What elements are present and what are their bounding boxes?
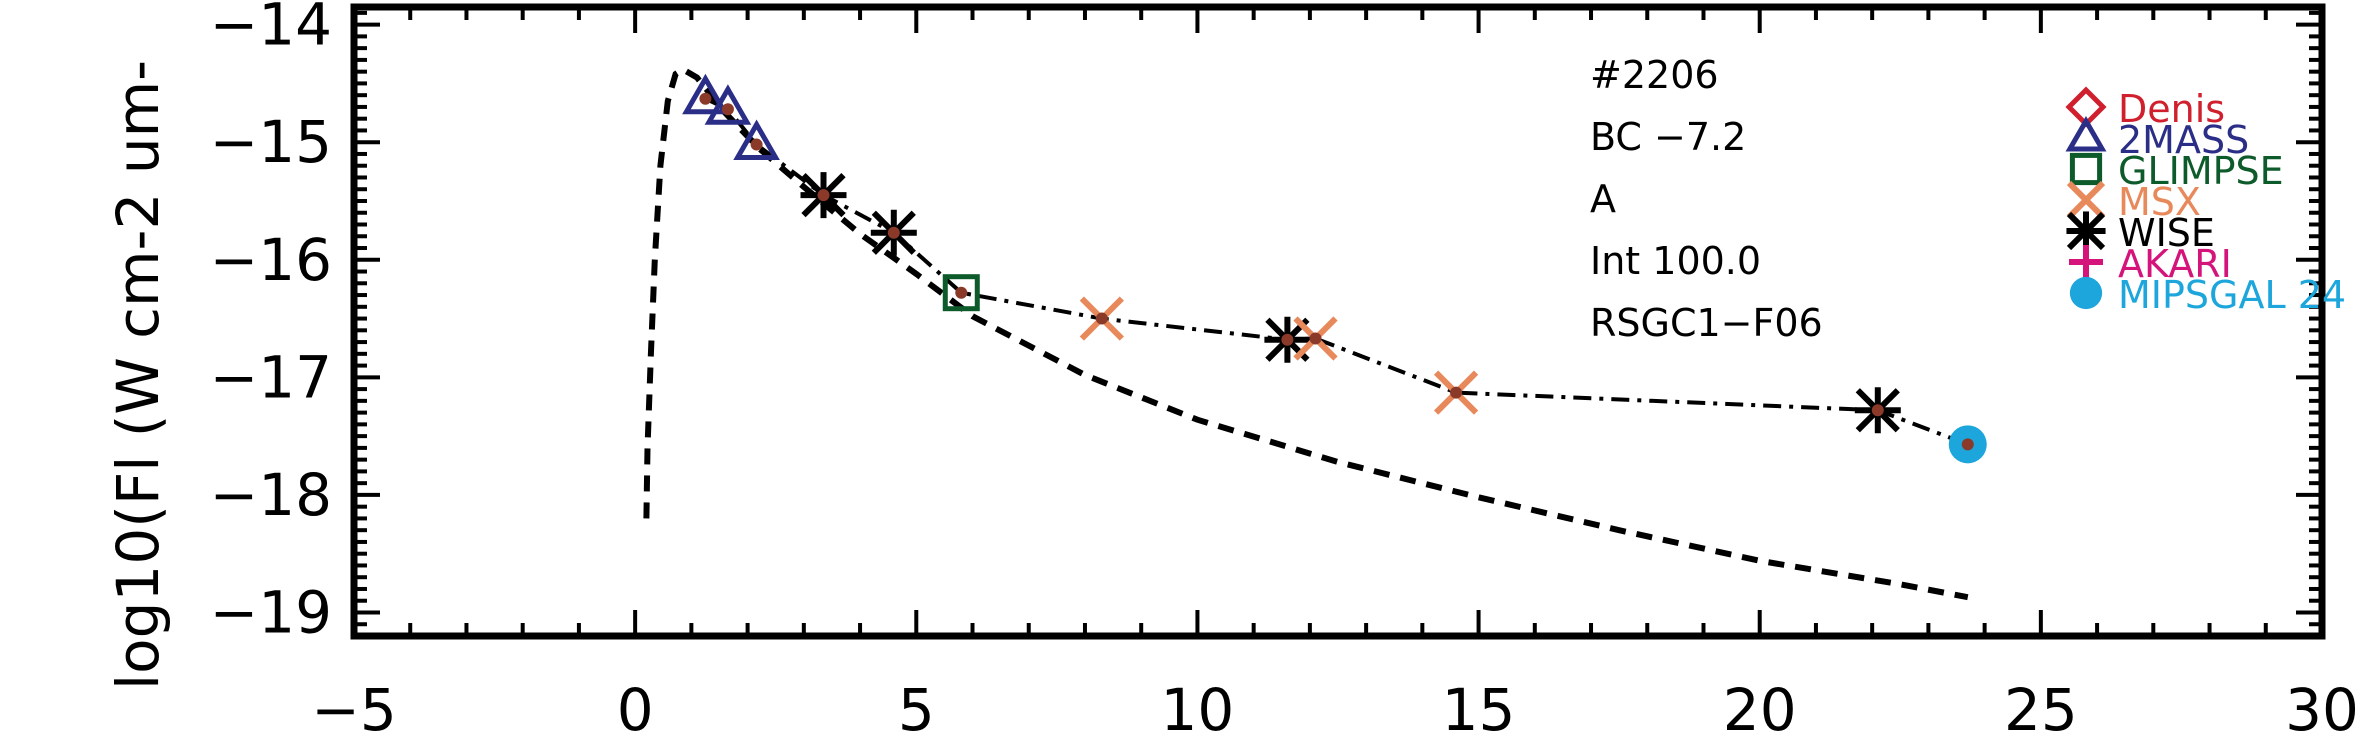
y-tick-label: −17 bbox=[210, 343, 332, 411]
legend-marker bbox=[2069, 276, 2103, 310]
y-tick-label: −15 bbox=[210, 108, 332, 176]
triangle-shape bbox=[704, 84, 752, 125]
legend-label: MSX bbox=[2118, 180, 2201, 224]
legend-item: WISE bbox=[2066, 211, 2215, 255]
annotation-line: BC −7.2 bbox=[1590, 115, 1746, 159]
photosphere-curve bbox=[643, 65, 1969, 601]
plot-border bbox=[350, 3, 2326, 640]
y-axis-title: log10(Fl (W cm-2 um- bbox=[104, 60, 172, 690]
x-tick-label: 5 bbox=[898, 676, 935, 744]
legend-label: MIPSGAL 24 bbox=[2118, 273, 2346, 317]
triangle-shape bbox=[733, 119, 780, 161]
annotation-line: A bbox=[1590, 177, 1616, 221]
model-point bbox=[1961, 438, 1974, 451]
x-tick-label: −5 bbox=[311, 676, 397, 744]
data-point bbox=[942, 274, 980, 312]
model-point bbox=[1095, 312, 1108, 325]
y-tick-label: −19 bbox=[210, 578, 332, 646]
model-point bbox=[1281, 333, 1294, 346]
legend-label: Denis bbox=[2118, 87, 2225, 131]
data-point bbox=[682, 73, 729, 115]
square-shape bbox=[2069, 152, 2103, 186]
plot-frame bbox=[350, 3, 2326, 640]
x-stroke bbox=[2066, 180, 2106, 220]
legend-item: 2MASS bbox=[2065, 115, 2249, 162]
annotation-line: Int 100.0 bbox=[1590, 239, 1761, 283]
legend-marker bbox=[2066, 211, 2106, 251]
model-point bbox=[699, 92, 712, 105]
x-tick-label: 20 bbox=[1723, 676, 1797, 744]
sed-fit-curve bbox=[704, 96, 1969, 447]
y-tick-label: −14 bbox=[210, 0, 332, 59]
data-point bbox=[704, 84, 752, 125]
model-point bbox=[817, 189, 830, 202]
model-point bbox=[1309, 332, 1322, 345]
model-point bbox=[721, 103, 734, 116]
data-point bbox=[733, 119, 780, 161]
annotation-line: RSGC1−F06 bbox=[1590, 301, 1823, 345]
annotation-line: #2206 bbox=[1590, 53, 1719, 97]
legend-item: AKARI bbox=[2069, 242, 2232, 286]
markers bbox=[682, 73, 1987, 464]
y-tick-labels: −14 −15 −16 −17 −18 −19 bbox=[210, 0, 332, 646]
x-tick-label: 15 bbox=[1442, 676, 1516, 744]
y-tick-label: −18 bbox=[210, 461, 332, 529]
y-tick-label: −16 bbox=[210, 226, 332, 294]
model-point bbox=[887, 226, 900, 239]
legend-marker bbox=[2069, 152, 2103, 186]
axis-ticks bbox=[352, 7, 2324, 638]
model-point bbox=[955, 286, 968, 299]
legend-item: MIPSGAL 24 bbox=[2069, 273, 2346, 317]
legend-label: 2MASS bbox=[2118, 118, 2249, 162]
x-tick-label: 10 bbox=[1161, 676, 1235, 744]
annotations: #2206 BC −7.2 A Int 100.0 RSGC1−F06 bbox=[1590, 53, 1823, 345]
model-point bbox=[750, 138, 763, 151]
x-tick-label: 30 bbox=[2285, 676, 2359, 744]
legend-marker bbox=[2065, 115, 2107, 152]
curves bbox=[643, 65, 1969, 601]
legend-item: MSX bbox=[2066, 180, 2201, 224]
x-tick-label: 0 bbox=[617, 676, 654, 744]
legend-item: Denis bbox=[2065, 86, 2225, 131]
triangle-shape bbox=[2065, 115, 2107, 152]
legend-label: WISE bbox=[2118, 211, 2215, 255]
legend-marker bbox=[2066, 180, 2106, 220]
legend-label: GLIMPSE bbox=[2118, 149, 2284, 193]
model-point bbox=[1450, 386, 1463, 399]
x-tick-labels: −5 0 5 10 15 20 25 30 bbox=[311, 676, 2359, 744]
legend-marker bbox=[2069, 245, 2103, 279]
model-point bbox=[1871, 404, 1884, 417]
legend-item: GLIMPSE bbox=[2069, 149, 2284, 193]
x-tick-label: 25 bbox=[2004, 676, 2078, 744]
square-shape bbox=[942, 274, 980, 312]
circle-shape bbox=[2069, 276, 2103, 310]
triangle-shape bbox=[682, 73, 729, 115]
legend-label: AKARI bbox=[2118, 242, 2232, 286]
